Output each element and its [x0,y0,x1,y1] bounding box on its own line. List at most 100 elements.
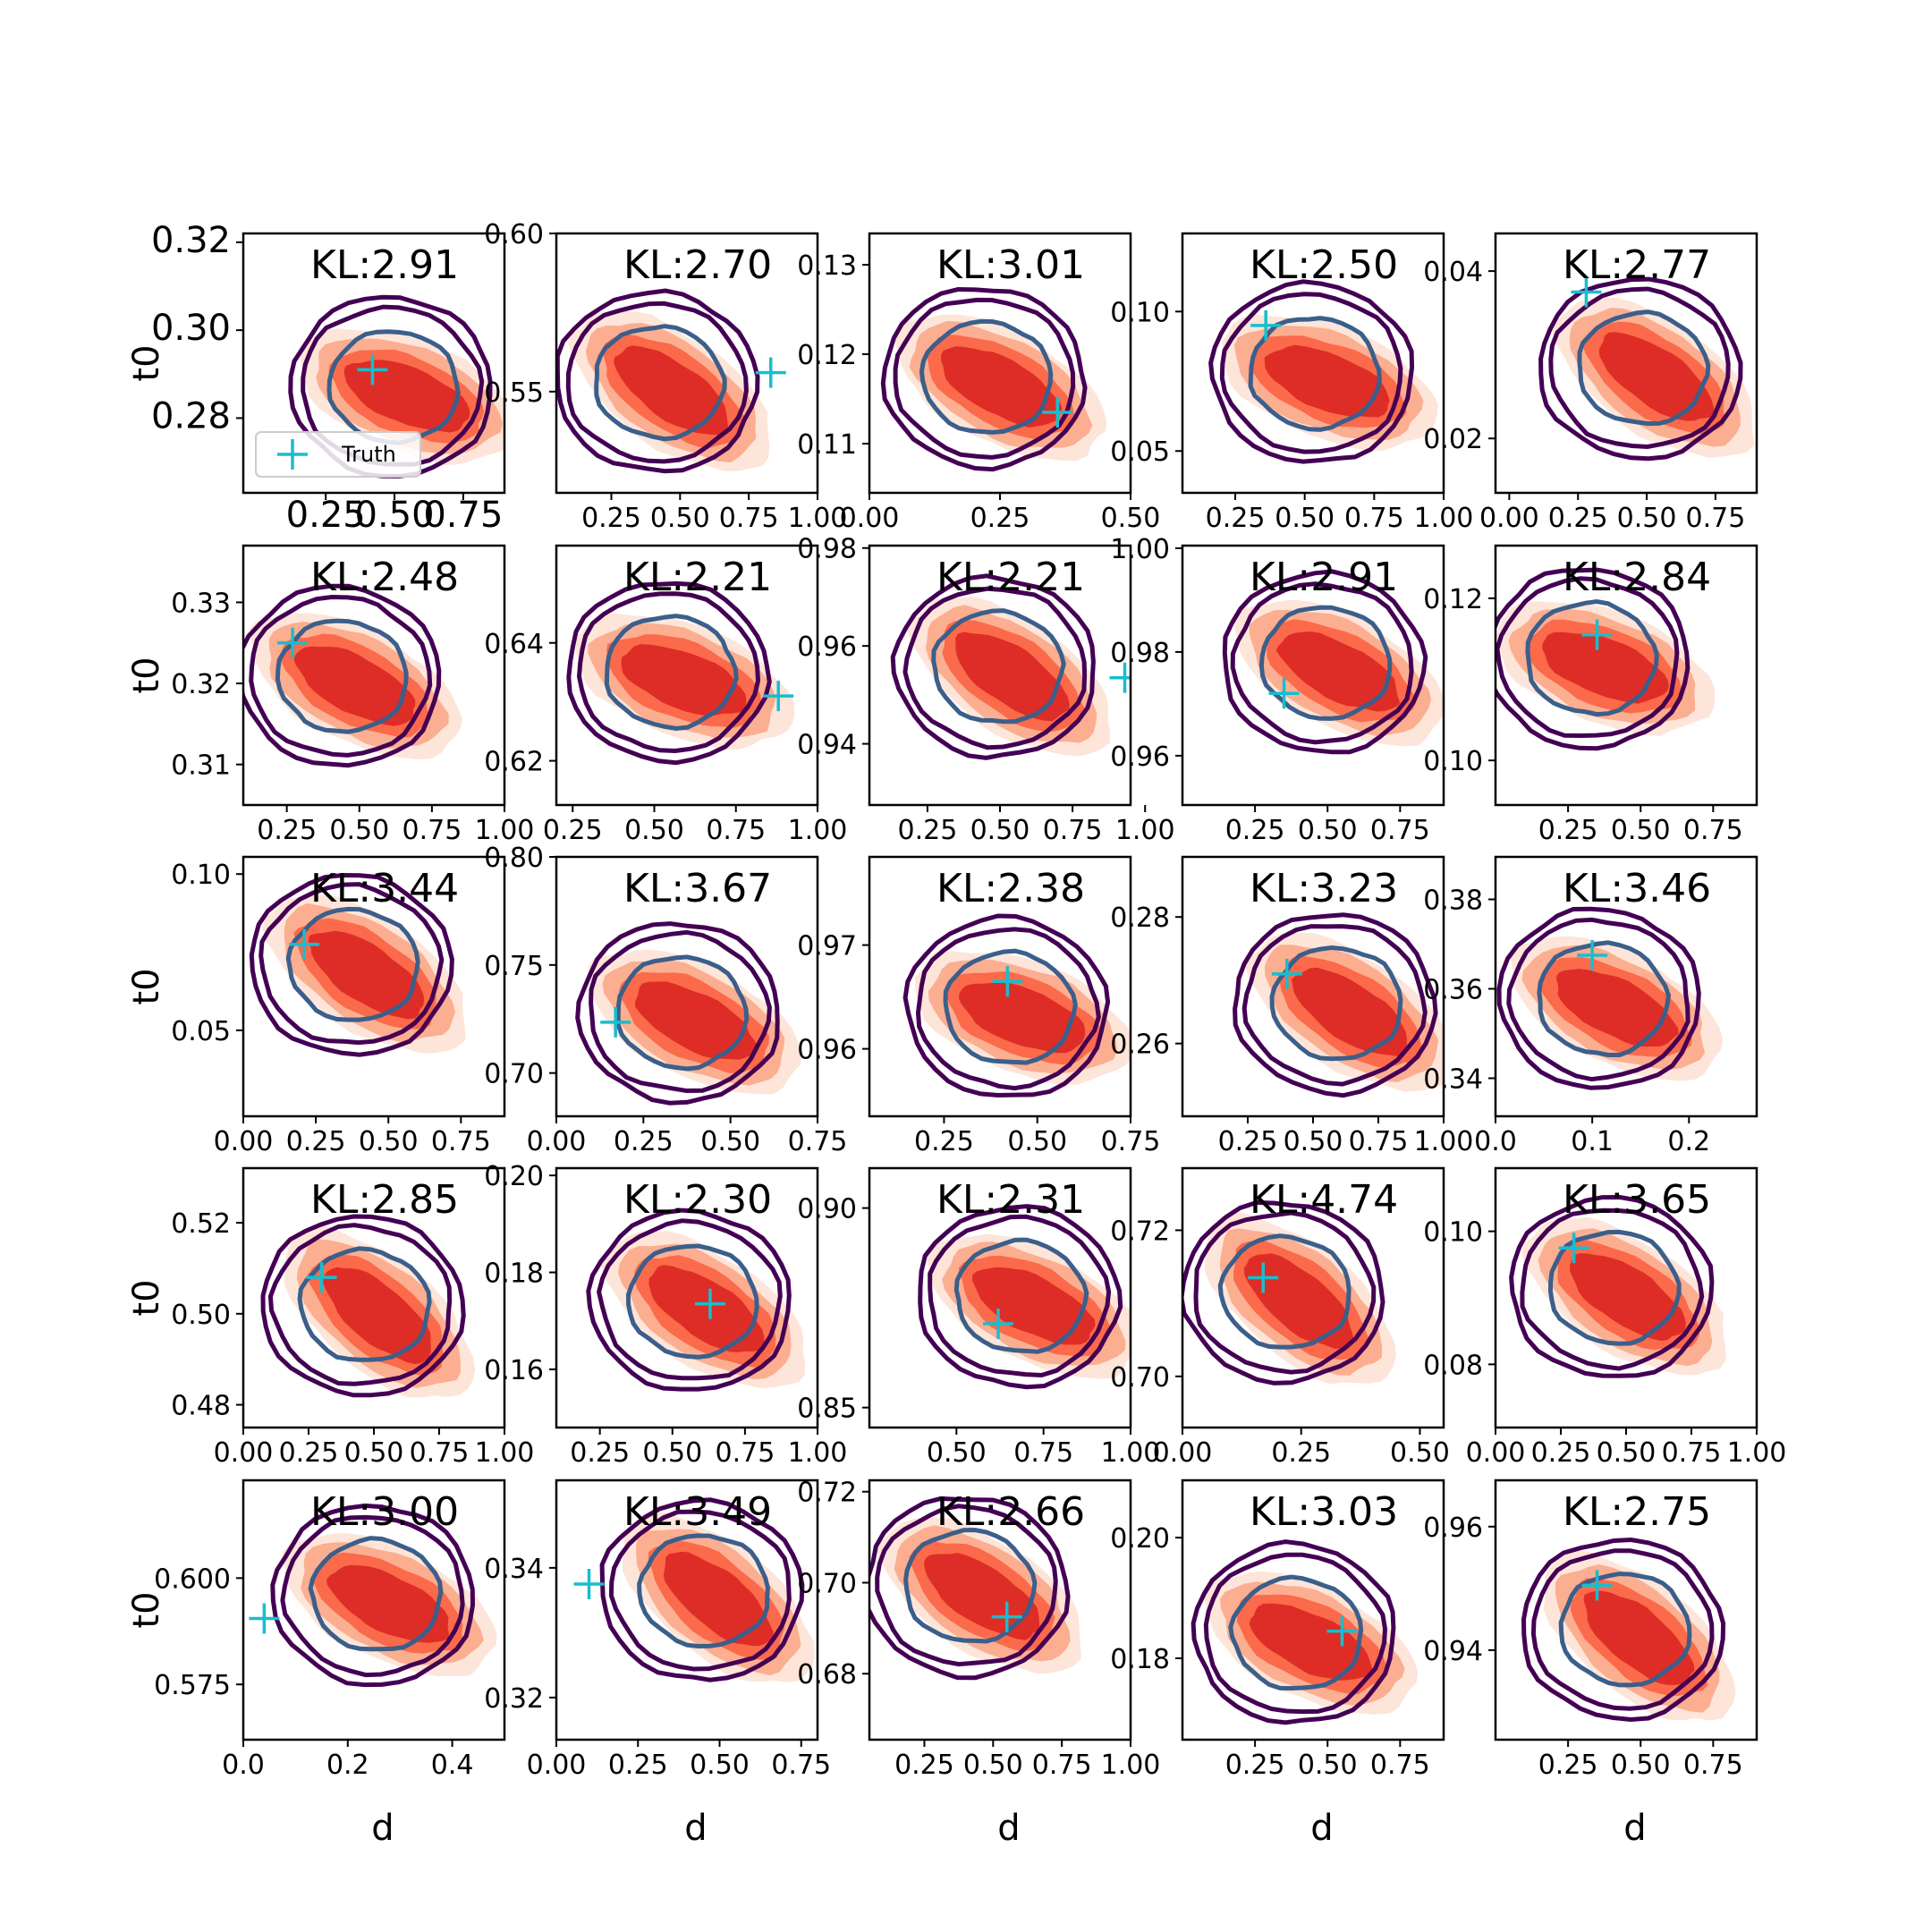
reference-contour-middle [280,1514,465,1678]
y-tick-label: 0.97 [797,931,857,962]
density-layer [902,913,1131,1098]
posterior-fill-level-4 [634,981,758,1060]
panel-7: KL:2.21 0.25 0.50 0.75 1.00 0.62 0.64 [484,544,847,846]
x-tick-label: 0.75 [715,1437,775,1469]
reference-contour-outer [599,1497,805,1682]
reference-contour-middle [576,591,761,754]
reference-contour-middle [1230,581,1414,745]
density-layer [1496,906,1724,1090]
y-tick-label: 0.98 [797,534,857,565]
y-tick-label: 0.600 [154,1563,231,1595]
kl-label: KL:3.49 [623,1489,772,1535]
panel-frame [1181,232,1445,495]
posterior-fill-level-4 [955,631,1070,722]
y-tick-label: 0.90 [797,1194,857,1225]
posterior-fill-level-4 [621,644,747,716]
y-axis-label: t0 [126,1591,167,1628]
panel-grid: KL:2.910.250.500.750.280.300.32t0TruthKL… [126,219,1786,1849]
truth-marker [1250,309,1282,341]
truth-marker [306,1262,337,1293]
y-tick-label: 0.28 [1110,902,1170,934]
x-tick-label: 0.75 [706,815,766,846]
x-tick-label: 0.75 [719,503,779,534]
reference-contour-inner [1537,940,1672,1057]
truth-marker [1571,276,1602,308]
panel-11: KL:3.44 0.00 0.25 0.50 0.75 0.05 0.10 t0 [126,855,506,1157]
y-tick-label: 0.11 [797,429,857,461]
x-tick-label: 0.50 [1390,1437,1450,1469]
density-layer [1191,1539,1419,1725]
posterior-fill-level-4 [941,346,1063,428]
reference-contour-outer [1182,1199,1385,1385]
density-layer [288,294,504,479]
x-tick-label: 0.50 [1284,1126,1343,1157]
posterior-fill-level-4 [1249,1603,1374,1681]
truth-marker [1271,958,1302,989]
y-tick-label: 0.32 [484,1683,544,1715]
panel-4: KL:2.50 0.25 0.50 0.75 1.00 0.05 0.10 [1110,232,1473,534]
panel-frame [1181,1479,1445,1741]
panel-frame [555,544,819,807]
truth-marker [1248,1262,1279,1293]
kl-label: KL:2.48 [310,555,459,600]
reference-contour-middle [267,1223,453,1386]
x-axis-label: d [1623,1808,1646,1849]
x-tick-label: 0.75 [1043,815,1103,846]
x-tick-label: 0.50 [329,815,389,846]
density-layer [260,1214,476,1398]
reference-contour-inner [943,948,1078,1065]
x-tick-label: 0.50 [1611,1750,1671,1781]
reference-contour-middle [893,297,1076,460]
x-tick-label: 0.50 [1101,503,1161,534]
x-tick-label: 0.75 [1349,1126,1409,1157]
posterior-fill-level-4 [1555,969,1679,1047]
reference-contour-inner [1217,1233,1352,1350]
kl-label: KL:3.03 [1250,1489,1398,1535]
reference-contour-outer [243,583,442,768]
reference-contour-inner [953,1237,1089,1354]
kl-label: KL:3.67 [623,866,772,911]
panel-16: KL:2.850.00 0.25 0.50 0.75 1.000.480.500.52t… [126,1166,534,1469]
x-tick-label: 0.75 [423,495,503,536]
kl-label: KL:2.66 [936,1489,1085,1535]
kl-label: KL:2.91 [1250,555,1398,600]
x-tick-label: 0.25 [970,503,1030,534]
reference-contour-middle [902,586,1088,750]
x-tick-label: 0.75 [1013,1437,1073,1469]
panel-frame [868,855,1132,1118]
reference-contour-middle [1241,924,1428,1087]
reference-contour-outer [1208,279,1415,464]
y-tick-label: 0.33 [171,588,231,619]
x-tick-label: 0.50 [963,1750,1023,1781]
kl-label: KL:3.23 [1250,866,1398,911]
truth-marker [1042,397,1073,428]
y-tick-label: 0.18 [1110,1644,1170,1675]
x-tick-label: 0.75 [1685,503,1745,534]
kl-label: KL:2.21 [936,555,1085,600]
panel-5: KL:2.77 0.00 0.25 0.50 0.75 0.02 0.04 [1423,232,1758,534]
reference-contour-middle [565,301,749,464]
x-tick-label: 1.00 [1727,1437,1787,1469]
truth-marker [694,1288,725,1319]
reference-contour-outer [1222,569,1428,755]
y-tick-label: 0.80 [484,843,544,874]
x-tick-label: 0.00 [1153,1437,1213,1469]
reference-contour-middle [597,1218,783,1381]
density-layer [586,1208,806,1392]
reference-contour-inner [637,1533,770,1649]
panel-1: KL:2.91 0.250.500.75 0.28 0.30 0.32 t0 Truth [126,220,506,536]
truth-marker [277,627,309,658]
reference-contour-inner [275,618,409,734]
x-tick-label: 0.00 [1466,1437,1526,1469]
density-layer [573,1497,815,1682]
x-tick-label: 0.75 [402,815,462,846]
posterior-fill-level-4 [326,1564,449,1643]
x-tick-label: 0.75 [788,1126,848,1157]
y-tick-label: 0.52 [171,1208,231,1240]
density-layer [1182,1199,1396,1385]
y-tick-label: 0.70 [797,1568,857,1599]
y-tick-label: 0.94 [1423,1636,1483,1667]
truth-marker [992,966,1023,997]
x-tick-label: 0.50 [1617,503,1677,534]
